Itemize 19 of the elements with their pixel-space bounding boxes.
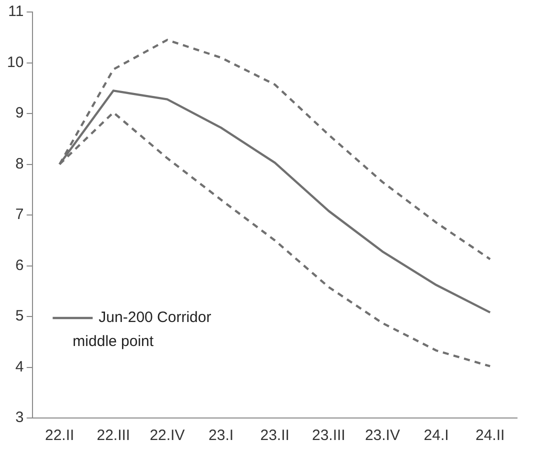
y-tick-label: 4 <box>15 358 24 376</box>
x-tick-label: 24.II <box>476 427 505 444</box>
y-tick-label: 8 <box>15 155 24 172</box>
x-tick-label: 23.I <box>208 427 234 444</box>
x-tick-label: 23.III <box>312 427 346 444</box>
x-tick-label: 22.II <box>44 427 74 444</box>
x-tick-label: 22.IV <box>150 427 185 444</box>
y-tick-label: 5 <box>15 308 24 325</box>
y-tick-label: 7 <box>15 206 24 224</box>
x-tick-label: 23.II <box>260 427 290 444</box>
y-tick-label: 10 <box>6 54 24 71</box>
x-tick-label: 24.I <box>424 427 449 444</box>
x-tick-label: 22.III <box>96 427 130 444</box>
x-tick-label: 23.IV <box>364 427 400 444</box>
y-tick-label: 9 <box>15 104 24 122</box>
y-tick-label: 3 <box>15 409 24 426</box>
legend-label: Jun-200 Corridor middle point <box>72 309 212 350</box>
y-tick-label: 11 <box>8 3 24 20</box>
y-tick-label: 6 <box>15 256 24 274</box>
